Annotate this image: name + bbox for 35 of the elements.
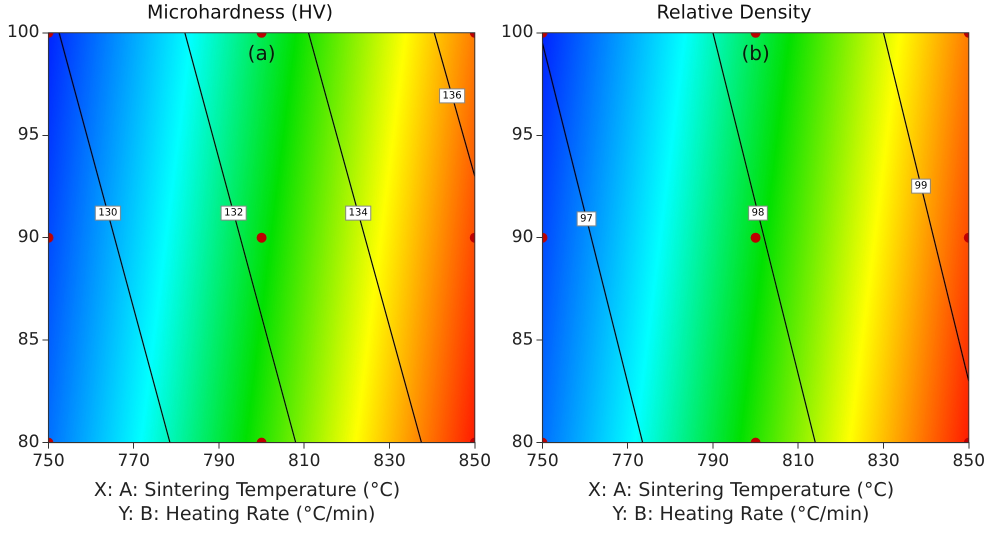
y-tick-label: 90: [512, 227, 534, 248]
series-label: 132: [224, 208, 244, 219]
series-label: 99: [914, 180, 928, 192]
y-tick-label: 80: [18, 432, 40, 452]
x-tick-label: 750: [32, 451, 65, 472]
x-tick-label: 810: [288, 451, 320, 472]
x-tick-label: 850: [458, 451, 492, 472]
x-tick-label: 810: [782, 451, 814, 472]
y-tick-label: 90: [18, 227, 40, 248]
annotation: (b): [741, 41, 770, 66]
x-tick-label: 770: [611, 451, 644, 472]
y-tick-label: 85: [18, 330, 40, 350]
y-tick-label: 95: [18, 124, 40, 145]
series-label: 136: [442, 90, 462, 102]
chart-title: Relative Density: [656, 1, 812, 24]
x-tick-label: 850: [952, 451, 986, 472]
series-label: 130: [98, 208, 118, 219]
series-label: 97: [580, 213, 593, 224]
x-tick-label: 790: [696, 451, 730, 472]
series-label: 98: [752, 208, 764, 219]
chart-title: Microhardness (HV): [146, 1, 334, 24]
x-tick-label: 790: [202, 451, 236, 472]
y-tick-label: 85: [512, 330, 534, 350]
y-tick-label: 100: [6, 22, 40, 42]
x-tick-label: 750: [526, 451, 559, 472]
x-tick-label: 830: [373, 451, 406, 472]
y-tick-label: 100: [500, 22, 534, 42]
y-tick-label: 80: [512, 432, 534, 452]
y-tick-label: 95: [512, 124, 534, 145]
x-tick-label: 830: [867, 451, 900, 472]
annotation: (a): [248, 41, 276, 66]
x-axis-title: X: A: Sintering Temperature (°C) Y: B: Heating Rate (°C/min): [586, 478, 896, 526]
x-axis-title: X: A: Sintering Temperature (°C) Y: B: Heating Rate (°C/min): [92, 478, 402, 526]
series-label: 134: [348, 208, 368, 219]
x-tick-label: 770: [117, 451, 150, 472]
